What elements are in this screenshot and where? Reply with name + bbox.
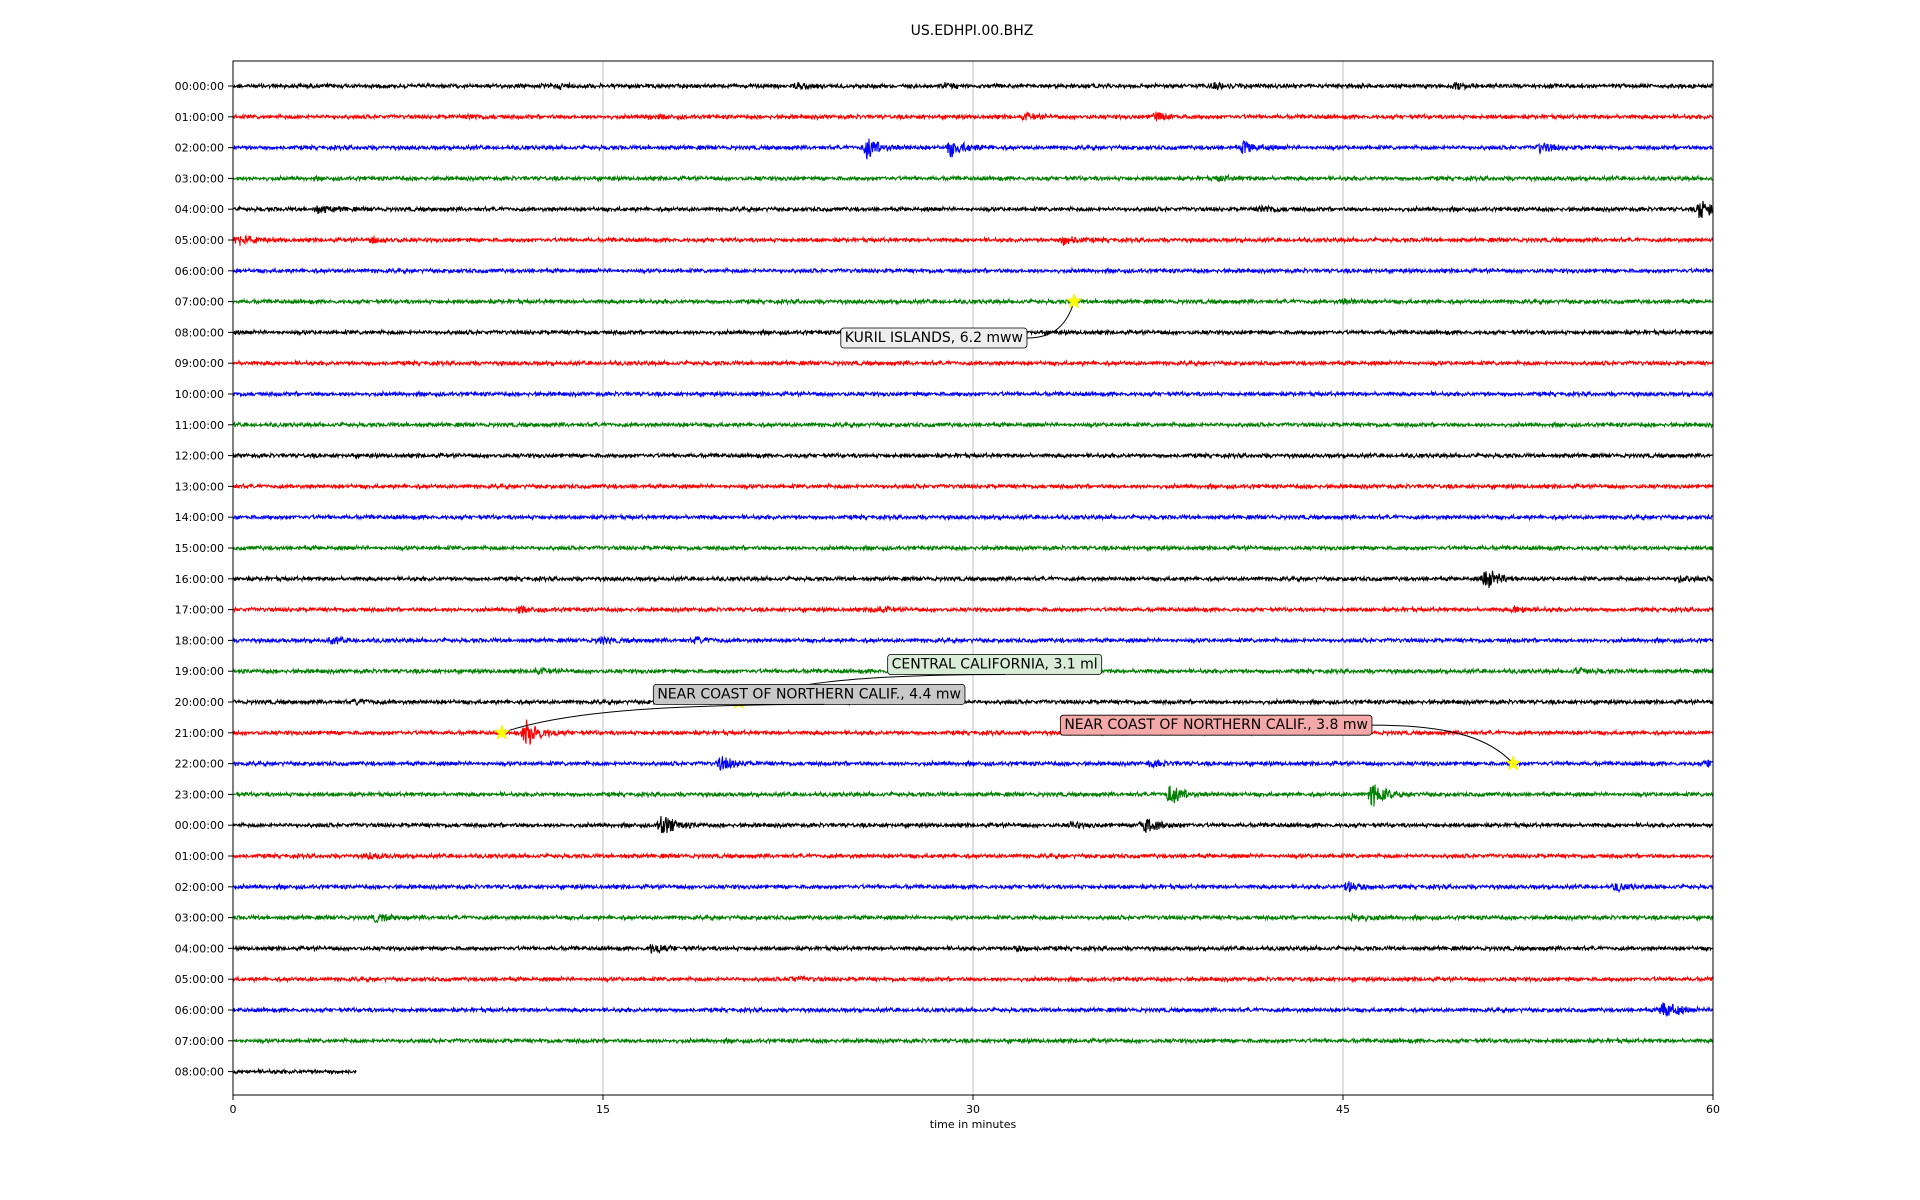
x-tick-label: 45 (1336, 1103, 1350, 1116)
y-tick-label: 17:00:00 (175, 604, 224, 617)
y-tick-label: 13:00:00 (175, 480, 224, 493)
y-tick-label: 19:00:00 (175, 665, 224, 678)
trace-row (232, 543, 1714, 553)
trace-row (232, 451, 1714, 460)
y-tick-label: 03:00:00 (175, 172, 224, 185)
y-tick-label: 08:00:00 (175, 1066, 224, 1079)
y-tick-label: 06:00:00 (175, 1004, 224, 1017)
trace-row (232, 111, 1714, 122)
y-tick-label: 07:00:00 (175, 1035, 224, 1048)
x-tick-label: 60 (1706, 1103, 1720, 1116)
x-ticks: 0 15 30 45 60 (230, 1095, 1720, 1116)
trace-row (232, 784, 1714, 807)
event-label: NEAR COAST OF NORTHERN CALIF., 3.8 mw (1064, 717, 1368, 733)
y-tick-label: 00:00:00 (175, 819, 224, 832)
y-tick-label: 04:00:00 (175, 942, 224, 955)
trace-row (232, 389, 1714, 399)
y-tick-label: 22:00:00 (175, 758, 224, 771)
x-tick-label: 15 (596, 1103, 610, 1116)
trace-row (232, 719, 1714, 746)
y-tick-label: 00:00:00 (175, 80, 224, 93)
event-connector (1026, 301, 1075, 339)
y-tick-label: 08:00:00 (175, 326, 224, 339)
y-tick-label: 04:00:00 (175, 203, 224, 216)
event-star-marker (493, 724, 511, 740)
y-tick-label: 10:00:00 (175, 388, 224, 401)
y-tick-label: 16:00:00 (175, 573, 224, 586)
trace-row (232, 81, 1714, 92)
trace-row (232, 635, 1714, 646)
y-tick-label: 07:00:00 (175, 296, 224, 309)
trace-row (232, 234, 1714, 246)
trace-row (232, 173, 1714, 183)
y-tick-label: 05:00:00 (175, 973, 224, 986)
traces (232, 81, 1714, 1076)
event-label: KURIL ISLANDS, 6.2 mww (845, 330, 1023, 346)
event-connector (1371, 724, 1514, 764)
trace-row (232, 816, 1714, 834)
trace-row (232, 974, 1714, 984)
annotations: KURIL ISLANDS, 6.2 mww CENTRAL CALIFORNIA… (493, 292, 1522, 771)
trace-row (232, 266, 1714, 276)
chart-title: US.EDHPI.00.BHZ (911, 23, 1034, 39)
trace-row (232, 200, 1714, 218)
trace-row (232, 851, 1714, 861)
trace-row (232, 482, 1714, 491)
y-tick-label: 06:00:00 (175, 265, 224, 278)
y-tick-label: 02:00:00 (175, 881, 224, 894)
y-tick-label: 21:00:00 (175, 727, 224, 740)
trace-row (232, 1036, 1714, 1046)
y-tick-label: 14:00:00 (175, 511, 224, 524)
trace-row (232, 605, 1714, 614)
x-tick-label: 0 (230, 1103, 237, 1116)
y-tick-label: 05:00:00 (175, 234, 224, 247)
y-tick-label: 18:00:00 (175, 634, 224, 647)
trace-row (233, 1067, 357, 1076)
event-annotation: KURIL ISLANDS, 6.2 mww (840, 292, 1083, 349)
trace-row (232, 512, 1714, 522)
trace-row (232, 912, 1714, 924)
trace-row (232, 697, 1714, 707)
y-tick-label: 23:00:00 (175, 788, 224, 801)
y-tick-label: 01:00:00 (175, 111, 224, 124)
trace-row (232, 881, 1714, 894)
event-annotation: CENTRAL CALIFORNIA, 3.1 ml (730, 654, 1103, 710)
y-tick-labels: 00:00:00 01:00:00 02:00:00 03:00:00 04:00:00… (175, 80, 233, 1079)
y-tick-label: 12:00:00 (175, 450, 224, 463)
event-annotation: NEAR COAST OF NORTHERN CALIF., 3.8 mw (1059, 714, 1522, 771)
trace-row (232, 296, 1714, 306)
y-tick-label: 11:00:00 (175, 419, 224, 432)
x-tick-label: 30 (966, 1103, 980, 1116)
y-tick-label: 02:00:00 (175, 142, 224, 155)
event-annotation: NEAR COAST OF NORTHERN CALIF., 4.4 mw (493, 683, 966, 740)
y-tick-label: 09:00:00 (175, 357, 224, 370)
event-label: CENTRAL CALIFORNIA, 3.1 ml (892, 657, 1098, 673)
trace-row (232, 358, 1714, 368)
trace-row (232, 138, 1714, 160)
event-star-marker (1065, 292, 1083, 309)
event-star-marker (1504, 754, 1522, 771)
y-tick-label: 15:00:00 (175, 542, 224, 555)
trace-row (232, 1002, 1714, 1018)
trace-row (232, 570, 1714, 589)
event-label: NEAR COAST OF NORTHERN CALIF., 4.4 mw (657, 686, 961, 702)
trace-row (232, 756, 1714, 771)
y-tick-label: 20:00:00 (175, 696, 224, 709)
x-axis-label: time in minutes (930, 1118, 1017, 1131)
y-tick-label: 03:00:00 (175, 912, 224, 925)
trace-row (232, 420, 1714, 430)
event-connector (501, 703, 825, 734)
y-tick-label: 01:00:00 (175, 850, 224, 863)
trace-row (232, 943, 1714, 954)
